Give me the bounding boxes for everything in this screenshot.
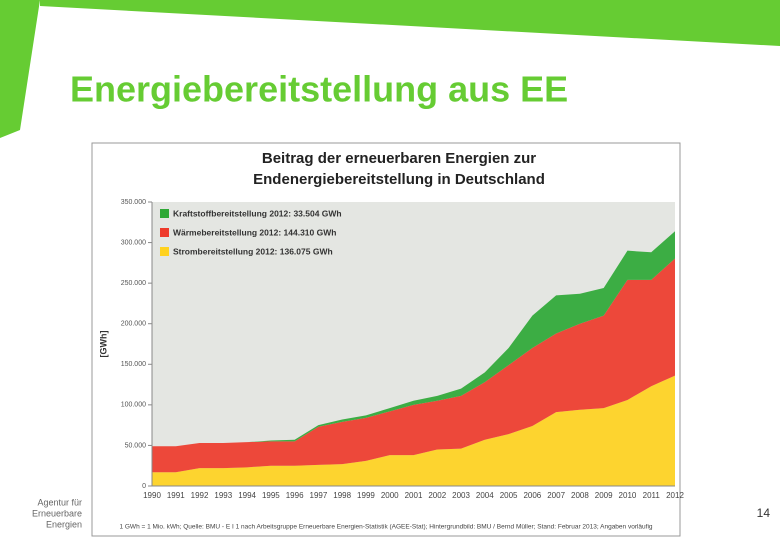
y-tick-label: 200.000 [121,321,146,328]
x-tick-label: 1998 [333,491,351,500]
x-tick-label: 1995 [262,491,280,500]
x-tick-label: 2000 [381,491,399,500]
y-tick-label: 50.000 [125,442,147,449]
x-tick-label: 2007 [547,491,565,500]
x-tick-label: 1994 [238,491,256,500]
y-axis-label: [GWh] [98,331,108,358]
x-tick-label: 2001 [405,491,423,500]
y-tick-label: 300.000 [121,239,146,246]
x-tick-label: 2006 [523,491,541,500]
x-tick-label: 1997 [310,491,328,500]
header-band [40,0,780,46]
agency: Erneuerbare [32,508,82,518]
area [152,258,675,473]
x-tick-label: 1993 [214,491,232,500]
x-tick-label: 2009 [595,491,613,500]
x-tick-label: 1992 [191,491,209,500]
x-tick-label: 2008 [571,491,589,500]
area [152,231,675,447]
area [152,375,675,486]
agency: Energien [46,519,82,529]
page-number: 14 [757,506,771,520]
x-tick-label: 1996 [286,491,304,500]
legend-label: Wärmebereitstellung 2012: 144.310 GWh [173,227,336,237]
x-tick-label: 2010 [619,491,637,500]
legend-swatch [160,247,169,256]
x-tick-label: 2002 [428,491,446,500]
x-tick-label: 1991 [167,491,185,500]
slide-title: Energiebereitstellung aus EE [70,69,568,110]
legend-label: Strombereitstellung 2012: 136.075 GWh [173,246,333,256]
x-tick-label: 2011 [643,491,661,500]
y-tick-label: 150.000 [121,361,146,368]
legend-label: Kraftstoffbereitstellung 2012: 33.504 GW… [173,208,342,218]
chart-title: Endenergiebereitstellung in Deutschland [253,171,545,188]
side-band [0,0,40,138]
x-tick-label: 2012 [666,491,684,500]
y-tick-label: 100.000 [121,402,146,409]
footnote: 1 GWh = 1 Mio. kWh; Quelle: BMU - E I 1 … [119,524,652,531]
y-tick-label: 350.000 [121,199,146,206]
x-tick-label: 2005 [500,491,518,500]
x-tick-label: 2004 [476,491,494,500]
x-tick-label: 1999 [357,491,375,500]
agency: Agentur für [37,497,82,507]
y-tick-label: 250.000 [121,280,146,287]
legend-swatch [160,228,169,237]
x-tick-label: 1990 [143,491,161,500]
legend-swatch [160,209,169,218]
x-tick-label: 2003 [452,491,470,500]
chart-title: Beitrag der erneuerbaren Energien zur [262,150,536,167]
y-tick-label: 0 [142,483,146,490]
